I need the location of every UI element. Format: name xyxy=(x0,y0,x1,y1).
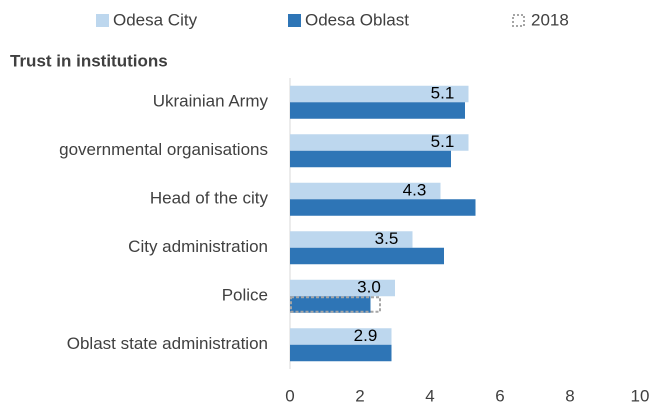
bar-2018 xyxy=(290,296,381,313)
y-tick-label: governmental organisations xyxy=(59,140,268,159)
bar xyxy=(290,85,469,103)
legend-swatch xyxy=(512,14,525,27)
bar xyxy=(290,344,392,362)
y-tick-label: Ukrainian Army xyxy=(153,92,269,111)
bar xyxy=(290,134,469,151)
bar xyxy=(290,182,441,200)
x-tick-label: 10 xyxy=(631,386,650,405)
bar xyxy=(290,328,392,345)
y-tick-label: City administration xyxy=(128,237,268,256)
bar xyxy=(290,231,413,248)
x-tick-label: 6 xyxy=(495,386,504,405)
legend-swatch xyxy=(288,14,301,27)
legend-label: Odesa Oblast xyxy=(305,10,409,29)
legend-label: Odesa City xyxy=(113,10,198,29)
legend-label: 2018 xyxy=(531,10,569,29)
bar xyxy=(290,150,451,168)
value-label: 3.5 xyxy=(375,229,399,248)
x-tick-label: 4 xyxy=(425,386,434,405)
y-tick-label: Oblast state administration xyxy=(67,334,268,353)
value-label: 5.1 xyxy=(431,84,455,103)
value-label: 5.1 xyxy=(431,132,455,151)
y-tick-label: Head of the city xyxy=(150,189,269,208)
bar xyxy=(290,279,395,297)
x-tick-label: 2 xyxy=(355,386,364,405)
value-label: 2.9 xyxy=(354,326,378,345)
bar xyxy=(290,102,465,119)
value-label: 3.0 xyxy=(357,278,381,297)
bar xyxy=(290,296,371,313)
x-tick-label: 0 xyxy=(285,386,294,405)
bar xyxy=(290,247,444,265)
bar xyxy=(290,199,476,216)
y-tick-label: Police xyxy=(222,286,268,305)
chart-subtitle: Trust in institutions xyxy=(10,51,168,70)
value-label: 4.3 xyxy=(403,181,427,200)
legend-swatch xyxy=(96,14,109,27)
x-tick-label: 8 xyxy=(565,386,574,405)
